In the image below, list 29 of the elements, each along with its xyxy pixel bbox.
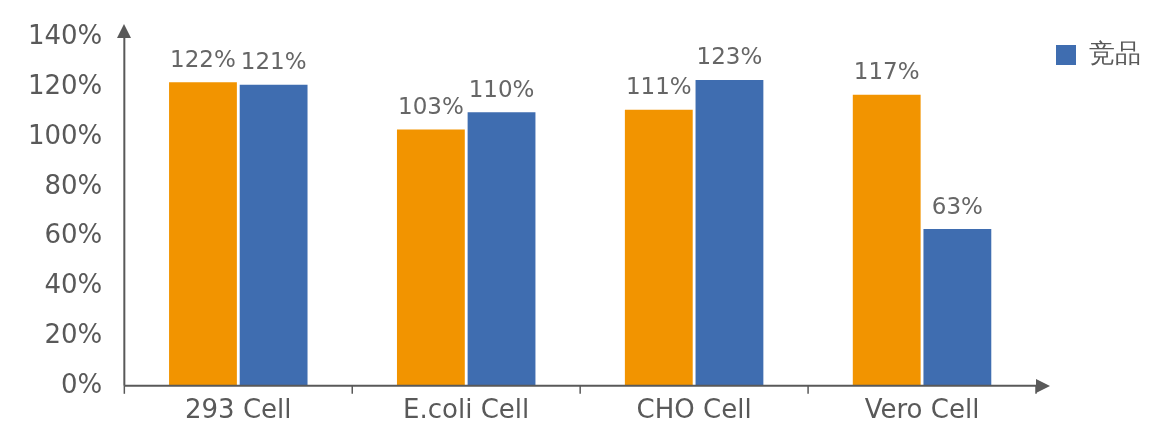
x-tick-label: Vero Cell: [864, 394, 980, 425]
bar: [624, 109, 693, 386]
data-label: 63%: [931, 192, 983, 219]
bar: [923, 229, 992, 386]
y-tick-label: 0%: [61, 368, 103, 399]
bar: [396, 129, 465, 386]
x-tick-label: E.coli Cell: [403, 394, 530, 425]
data-label: 117%: [853, 58, 920, 85]
y-tick-label: 60%: [44, 219, 103, 250]
y-tick-label: 140%: [27, 20, 103, 51]
data-label: 110%: [468, 75, 535, 102]
y-tick-label: 20%: [44, 318, 103, 349]
bar: [169, 82, 237, 386]
bar: [852, 94, 921, 386]
bar: [695, 79, 764, 386]
y-tick-label: 100%: [27, 119, 103, 150]
data-label: 122%: [170, 45, 236, 72]
data-label: 111%: [625, 73, 692, 100]
data-label: 103%: [398, 93, 464, 120]
x-tick-label: CHO Cell: [636, 394, 752, 425]
bar: [467, 112, 536, 386]
y-tick-label: 120%: [27, 70, 103, 101]
legend-label: 竞品: [1089, 37, 1141, 68]
bar: [239, 84, 308, 386]
data-label: 121%: [240, 48, 307, 75]
data-label: 123%: [696, 43, 763, 70]
y-tick-label: 80%: [44, 169, 103, 200]
x-tick-label: 293 Cell: [185, 394, 292, 425]
y-tick-label: 40%: [44, 269, 103, 300]
